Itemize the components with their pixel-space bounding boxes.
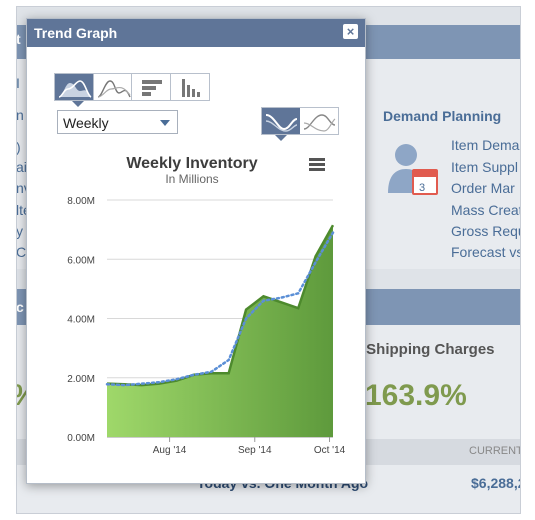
- left-fragment-1: I: [16, 75, 20, 91]
- period-select-value: Weekly: [63, 115, 109, 131]
- x-tick-label: Sep '14: [238, 445, 272, 456]
- y-tick-label: 0.00M: [67, 433, 95, 444]
- selected-view-pointer: [275, 135, 287, 141]
- y-tick-label: 6.00M: [67, 255, 95, 266]
- trend-graph-dialog: Trend Graph ×: [26, 18, 366, 484]
- svg-text:3: 3: [419, 182, 425, 194]
- inventory-area: [107, 225, 333, 437]
- inventory-series-line: [106, 224, 335, 387]
- link-order-manager[interactable]: Order Mar: [451, 180, 515, 196]
- left-fragment-2: n: [16, 107, 24, 123]
- chevron-down-icon: [160, 120, 170, 126]
- link-forecast-vs[interactable]: Forecast vs: [451, 244, 521, 260]
- table-row-value: $6,288,2: [471, 475, 521, 491]
- header-fragment: t: [16, 31, 21, 47]
- line-chart-button[interactable]: [94, 74, 132, 100]
- y-tick-label: 2.00M: [67, 374, 95, 385]
- chart-type-selector: [54, 73, 210, 101]
- chart-title: Weekly Inventory: [126, 155, 258, 172]
- section2-fragment: c: [16, 299, 24, 315]
- demand-planning-avatar-icon: 3: [386, 139, 442, 197]
- line-chart-icon: [97, 80, 131, 98]
- inventory-area-chart: 0.00M 2.00M 4.00M 6.00M 8.00M Aug '14 Sep '14 O…: [67, 196, 346, 456]
- trend-view-toggle: [261, 107, 339, 135]
- selected-chart-type-pointer: [72, 101, 84, 107]
- chart-subtitle: In Millions: [165, 172, 219, 186]
- filled-trend-button[interactable]: [262, 108, 300, 134]
- area-chart-icon: [58, 80, 92, 98]
- close-button[interactable]: ×: [343, 24, 358, 39]
- x-tick-label: Aug '14: [153, 445, 187, 456]
- left-fragment-3: ): [16, 139, 21, 155]
- kpi-value: 163.9%: [365, 379, 467, 412]
- link-item-supply[interactable]: Item Suppl: [451, 159, 518, 175]
- trend-dotted-line: [105, 231, 335, 387]
- trend-lines-button[interactable]: [300, 108, 338, 134]
- column-chart-icon: [181, 79, 200, 97]
- period-select[interactable]: Weekly: [57, 110, 178, 134]
- dialog-title-bar[interactable]: Trend Graph ×: [27, 19, 365, 47]
- column-chart-button[interactable]: [171, 74, 209, 100]
- y-tick-label: 8.00M: [67, 196, 95, 207]
- bar-chart-button[interactable]: [132, 74, 171, 100]
- area-chart-button[interactable]: [55, 74, 94, 100]
- chart-menu-icon[interactable]: [309, 158, 325, 172]
- kpi-label: f Shipping Charges: [357, 341, 495, 358]
- trend-lines-icon: [303, 114, 336, 132]
- link-gross-requirements[interactable]: Gross Requ: [451, 223, 521, 239]
- filled-trend-icon: [265, 114, 298, 132]
- x-tick-label: Oct '14: [314, 445, 346, 456]
- link-mass-create[interactable]: Mass Creat: [451, 202, 521, 218]
- bar-chart-icon: [142, 80, 162, 96]
- column-header-current: CURRENT: [469, 445, 521, 457]
- y-tick-label: 4.00M: [67, 315, 95, 326]
- link-item-demand[interactable]: Item Dema: [451, 137, 520, 153]
- demand-planning-title: Demand Planning: [383, 108, 502, 124]
- dialog-title: Trend Graph: [34, 25, 118, 41]
- left-fragment-7: y: [16, 223, 23, 239]
